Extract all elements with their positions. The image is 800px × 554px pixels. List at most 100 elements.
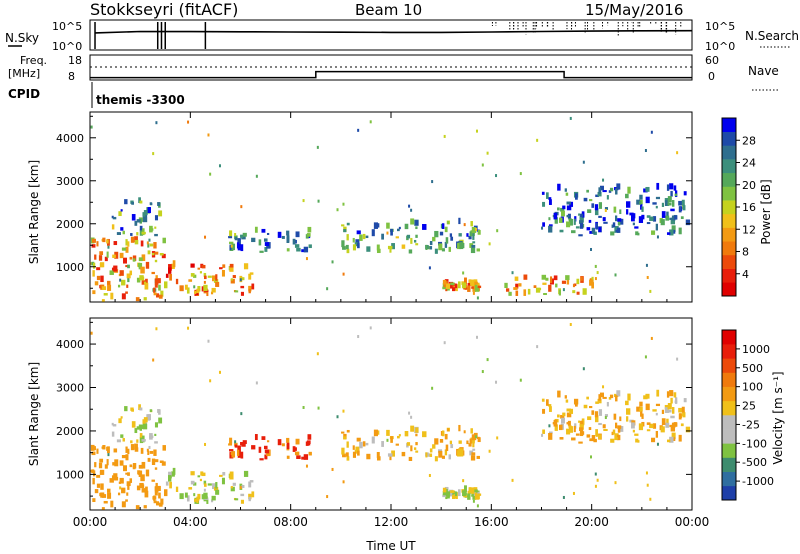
velocity-cell — [579, 423, 584, 430]
power-cell — [625, 193, 629, 199]
velocity-cell — [197, 475, 201, 478]
power-cell — [230, 244, 233, 248]
velocity-cell — [646, 429, 651, 432]
velocity-colorbar: 1000 500 100 25 -25 -100 -500 -1000 — [721, 329, 774, 501]
velocity-cell — [594, 411, 599, 418]
power-cell — [343, 229, 347, 233]
power-cell — [626, 201, 631, 208]
velocity-cell — [203, 480, 207, 485]
cpid-label: CPID — [8, 87, 40, 101]
velocity-cell — [471, 434, 477, 441]
velocity-cell — [559, 437, 564, 440]
power-cell — [594, 264, 597, 268]
velocity-cell — [352, 445, 355, 450]
power-cell — [346, 222, 350, 226]
velocity-cell — [148, 445, 151, 449]
velocity-cell — [215, 489, 220, 495]
power-cell — [201, 286, 205, 292]
power-cell — [331, 260, 334, 264]
velocity-cell — [567, 420, 571, 426]
velocity-cell — [125, 454, 129, 461]
velocity-cell — [263, 445, 268, 450]
power-cell — [111, 215, 114, 219]
velocity-cell — [386, 429, 390, 436]
power-ylabel: Slant Range [km] — [27, 160, 41, 264]
power-cell — [463, 287, 468, 290]
velocity-cell — [536, 345, 539, 349]
velocity-cell — [277, 439, 282, 446]
velocity-cell — [240, 451, 244, 459]
velocity-cell — [587, 416, 592, 421]
power-cell — [670, 208, 675, 212]
power-cell — [515, 290, 519, 296]
velocity-cell — [136, 485, 141, 491]
power-cell — [559, 229, 564, 233]
power-cell — [251, 237, 256, 243]
colorbar-cell — [722, 358, 736, 373]
x-tick-label: 20:00 — [574, 515, 609, 529]
velocity-cell — [357, 450, 360, 456]
power-cell — [169, 273, 172, 281]
power-cell — [410, 237, 413, 244]
freq-label-2: [MHz] — [8, 67, 40, 80]
velocity-cell — [431, 386, 434, 390]
velocity-cell — [147, 450, 150, 456]
power-cell — [468, 235, 472, 240]
velocity-cell — [685, 426, 691, 433]
velocity-cell — [656, 389, 660, 397]
velocity-cell — [470, 487, 475, 494]
velocity-cell — [408, 456, 413, 461]
power-cell — [139, 225, 143, 231]
velocity-cell — [143, 417, 148, 423]
velocity-cell — [296, 455, 301, 459]
velocity-cell — [111, 422, 114, 426]
velocity-cell — [477, 491, 480, 495]
velocity-cell — [475, 435, 478, 439]
power-cell — [149, 202, 153, 206]
power-cell — [96, 267, 101, 271]
velocity-cell — [445, 444, 449, 452]
power-cell — [471, 244, 476, 248]
velocity-cell — [126, 481, 131, 487]
power-cell — [464, 277, 467, 285]
power-cell — [457, 242, 461, 250]
velocity-cell — [210, 499, 214, 503]
velocity-cell — [612, 429, 616, 435]
velocity-cell — [258, 446, 262, 453]
power-colorbar: 28 24 20 16 12 8 4 — [721, 117, 756, 297]
power-cell — [317, 199, 320, 203]
power-cell — [352, 244, 357, 251]
power-cell — [548, 225, 553, 233]
colorbar-tick-label: -500 — [742, 456, 767, 469]
colorbar-tick-label: 500 — [742, 362, 763, 375]
power-cell — [477, 229, 481, 235]
power-cell — [434, 248, 438, 254]
time-axis: 00:00 04:00 08:00 12:00 16:00 20:00 00:00 — [73, 112, 709, 529]
power-cell — [557, 207, 560, 211]
power-cell — [248, 273, 252, 280]
power-cell — [263, 238, 268, 242]
power-cell — [674, 215, 678, 220]
velocity-cell — [474, 489, 478, 493]
power-cell — [519, 172, 522, 176]
velocity-cell — [598, 422, 602, 426]
velocity-cell — [575, 400, 578, 407]
power-cell — [452, 283, 456, 288]
velocity-cell — [474, 492, 480, 500]
velocity-cell — [356, 437, 361, 442]
power-cell — [685, 219, 691, 226]
velocity-cell — [617, 426, 621, 433]
velocity-cell — [232, 482, 236, 486]
power-cell — [369, 120, 372, 124]
colorbar-cell — [722, 429, 736, 444]
velocity-cell — [674, 422, 678, 427]
velocity-cell — [586, 396, 589, 400]
velocity-cell — [152, 358, 155, 362]
power-cell — [655, 205, 658, 209]
velocity-cell — [650, 336, 653, 340]
colorbar-cell — [722, 186, 736, 201]
velocity-cell — [408, 411, 411, 415]
velocity-cell — [207, 339, 210, 343]
velocity-cell — [243, 470, 249, 477]
power-cell — [240, 285, 245, 289]
